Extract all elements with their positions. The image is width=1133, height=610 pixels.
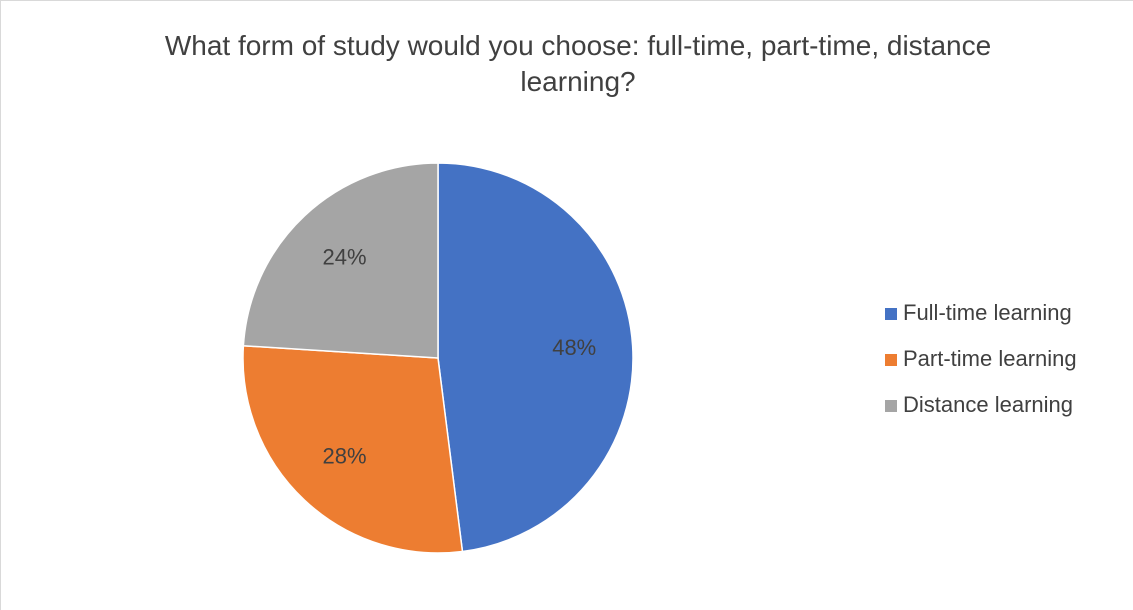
data-label: 48%: [552, 335, 596, 360]
legend-label: Full-time learning: [903, 300, 1072, 325]
legend-label: Part-time learning: [903, 346, 1077, 371]
pie-slice: [242, 344, 464, 554]
data-label: 24%: [323, 244, 367, 269]
legend-label: Distance learning: [903, 392, 1073, 417]
pie-slice: [242, 162, 439, 359]
legend-swatch: [885, 308, 897, 320]
legend-swatch: [885, 400, 897, 412]
data-label: 28%: [323, 443, 367, 468]
legend-swatch: [885, 354, 897, 366]
pie-slice: [437, 162, 634, 553]
chart-title: What form of study would you choose: ful…: [164, 30, 992, 97]
